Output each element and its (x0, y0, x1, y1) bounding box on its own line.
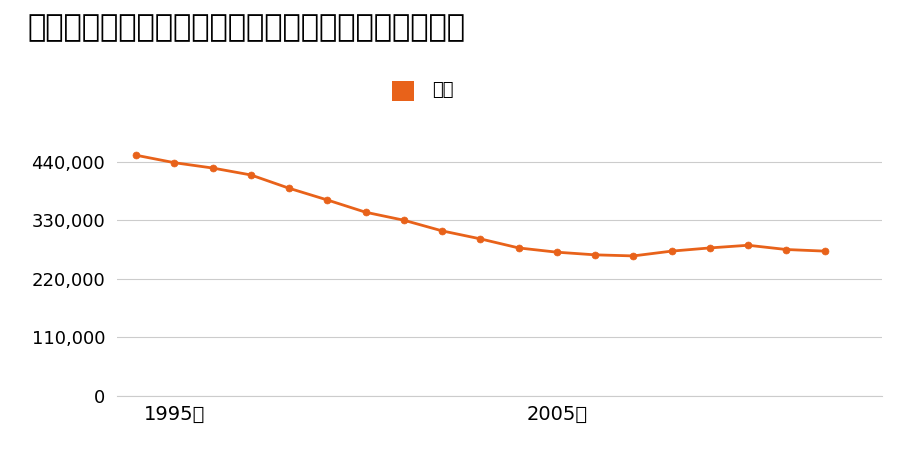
Text: 大阪府大阪市東住吉区山坂１丁目３１番２の地価推移: 大阪府大阪市東住吉区山坂１丁目３１番２の地価推移 (27, 14, 465, 42)
Text: 価格: 価格 (432, 81, 454, 99)
